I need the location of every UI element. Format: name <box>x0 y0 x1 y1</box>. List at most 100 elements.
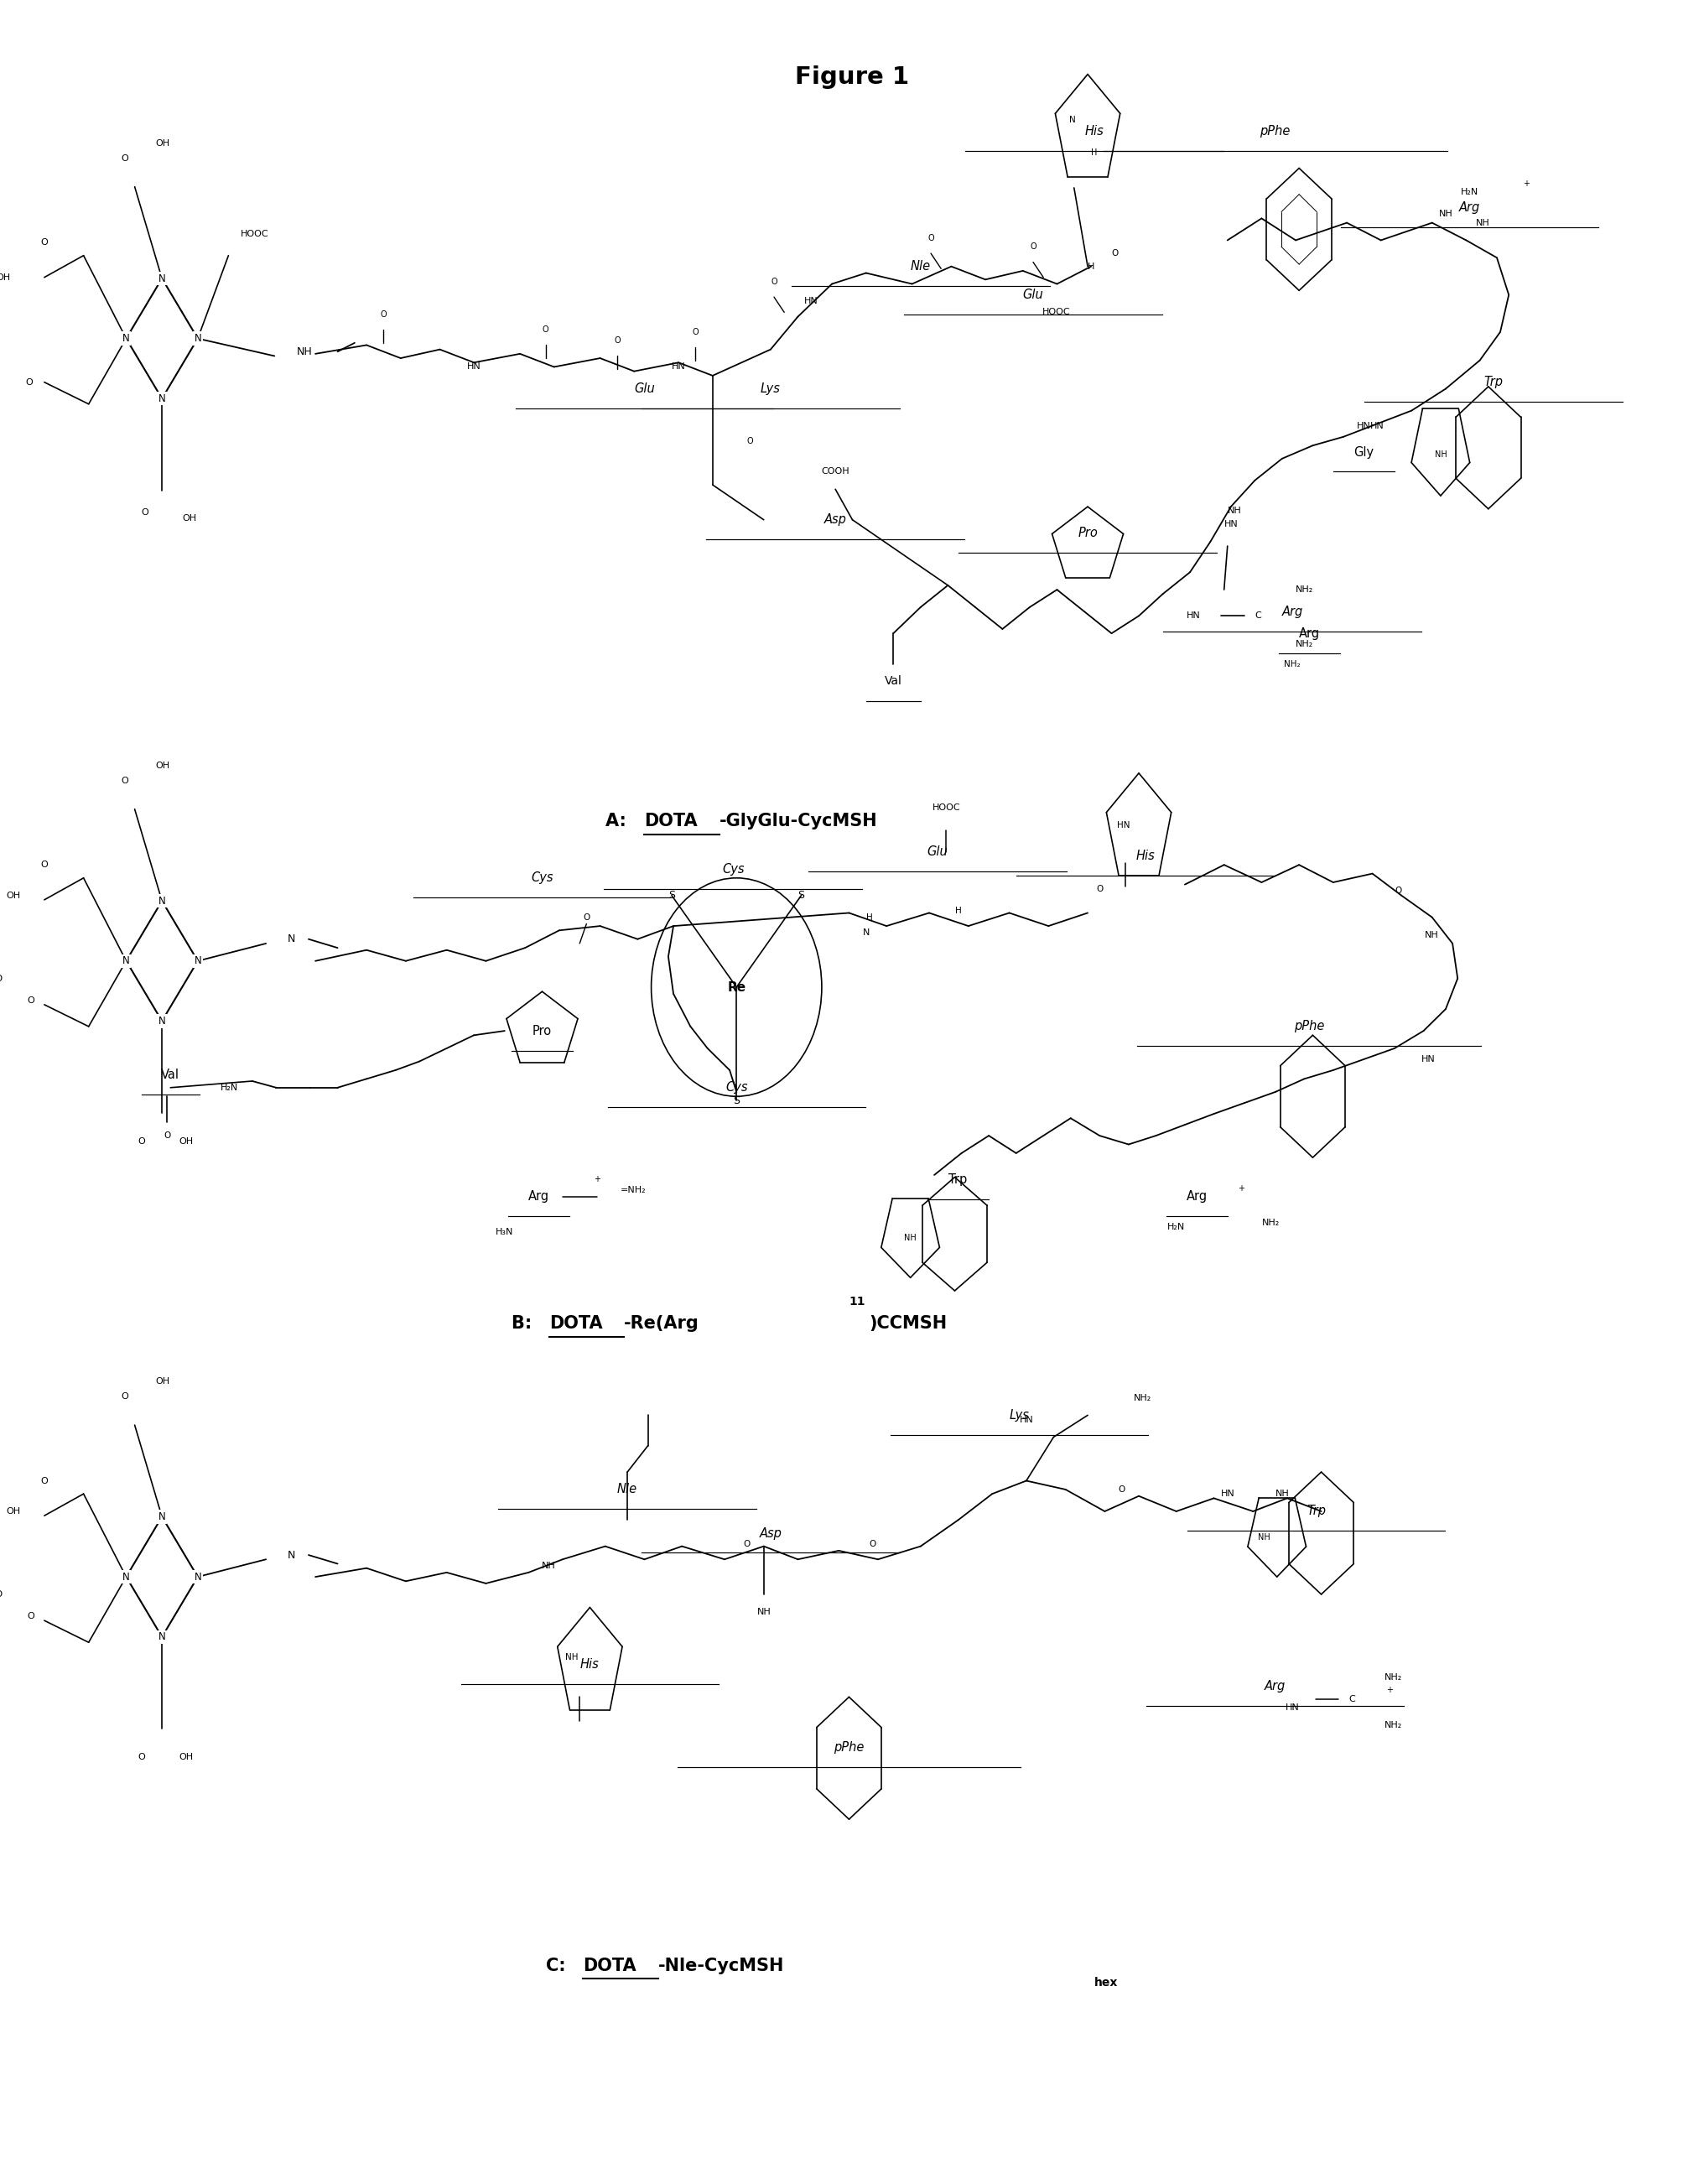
Text: NH₂: NH₂ <box>1283 660 1300 668</box>
Text: +: + <box>593 1175 600 1184</box>
Text: H: H <box>1091 149 1097 157</box>
Text: O: O <box>613 336 620 345</box>
Text: N: N <box>862 928 869 937</box>
Text: Asp: Asp <box>758 1527 782 1540</box>
Text: NH₂: NH₂ <box>1384 1721 1401 1730</box>
Text: DOTA: DOTA <box>583 1957 636 1974</box>
Text: O: O <box>927 234 934 242</box>
Text: N: N <box>123 957 130 965</box>
Text: N: N <box>158 1511 165 1522</box>
Text: -Re(Arg: -Re(Arg <box>624 1315 699 1332</box>
Text: O: O <box>1029 242 1036 251</box>
Text: O: O <box>692 328 699 336</box>
Text: NH: NH <box>903 1234 917 1243</box>
Text: HN: HN <box>1116 821 1130 830</box>
Text: H: H <box>866 913 872 922</box>
Text: Arg: Arg <box>528 1190 549 1203</box>
Text: H₃N: H₃N <box>496 1227 513 1236</box>
Text: O: O <box>41 1476 48 1485</box>
Text: NH: NH <box>1433 450 1447 459</box>
Text: 11: 11 <box>849 1295 866 1308</box>
Text: OH: OH <box>0 273 10 282</box>
Text: -GlyGlu-CycMSH: -GlyGlu-CycMSH <box>719 812 878 830</box>
Text: OH: OH <box>179 1754 193 1760</box>
Text: O: O <box>138 1754 145 1760</box>
Text: Cys: Cys <box>721 863 745 876</box>
Text: Arg: Arg <box>1459 201 1479 214</box>
Text: NH: NH <box>1275 1489 1288 1498</box>
Text: )CCMSH: )CCMSH <box>869 1315 947 1332</box>
Text: Arg: Arg <box>1186 1190 1206 1203</box>
Text: O: O <box>26 378 32 387</box>
Text: His: His <box>579 1658 600 1671</box>
Text: Val: Val <box>162 1068 179 1081</box>
Text: -Nle-CycMSH: -Nle-CycMSH <box>658 1957 784 1974</box>
Text: O: O <box>121 1393 128 1400</box>
Text: N: N <box>158 1016 165 1026</box>
Text: HN: HN <box>804 297 818 306</box>
Text: Glu: Glu <box>927 845 947 858</box>
Text: HN: HN <box>1223 520 1237 529</box>
Text: O: O <box>1394 887 1401 895</box>
Text: O: O <box>380 310 387 319</box>
Text: H₂N: H₂N <box>222 1083 239 1092</box>
Text: H₂N: H₂N <box>1460 188 1477 197</box>
Text: HN: HN <box>1186 612 1200 620</box>
Text: N: N <box>194 334 201 343</box>
Text: DOTA: DOTA <box>644 812 697 830</box>
Text: Pro: Pro <box>1077 526 1097 539</box>
Text: C:: C: <box>545 1957 571 1974</box>
Text: C: C <box>1348 1695 1355 1704</box>
Text: HOOC: HOOC <box>240 229 269 238</box>
Text: NH: NH <box>542 1562 556 1570</box>
Text: HN: HN <box>467 363 481 371</box>
Text: O: O <box>1118 1485 1125 1494</box>
Text: O: O <box>583 913 590 922</box>
Text: OH: OH <box>155 762 169 769</box>
Text: NH: NH <box>757 1607 770 1616</box>
Text: N: N <box>123 1572 130 1581</box>
Text: O: O <box>27 996 34 1005</box>
Text: HN: HN <box>1370 422 1384 430</box>
Text: H: H <box>1087 262 1094 271</box>
Text: OH: OH <box>155 1378 169 1385</box>
Text: His: His <box>1084 124 1104 138</box>
Text: N: N <box>158 895 165 906</box>
Text: Arg: Arg <box>1281 605 1302 618</box>
Text: pPhe: pPhe <box>1293 1020 1324 1033</box>
Text: O: O <box>770 277 777 286</box>
Text: NH: NH <box>564 1653 578 1662</box>
Text: Nle: Nle <box>617 1483 637 1496</box>
Text: HOOC: HOOC <box>932 804 959 812</box>
Text: HN: HN <box>1220 1489 1234 1498</box>
Text: Arg: Arg <box>1264 1679 1285 1693</box>
Text: OH: OH <box>7 1507 20 1516</box>
Text: DOTA: DOTA <box>549 1315 602 1332</box>
Text: N: N <box>158 273 165 284</box>
Text: Cys: Cys <box>530 871 554 885</box>
Text: OH: OH <box>179 1138 193 1144</box>
Text: H₂N: H₂N <box>1167 1223 1184 1232</box>
Text: A:: A: <box>605 812 632 830</box>
Text: NH₂: NH₂ <box>1261 1219 1278 1227</box>
Text: N: N <box>123 334 130 343</box>
Text: Re: Re <box>728 981 745 994</box>
Text: NH: NH <box>296 347 312 356</box>
Text: O: O <box>869 1540 876 1548</box>
Text: +: + <box>1385 1686 1392 1695</box>
Text: C: C <box>1254 612 1261 620</box>
Text: HOOC: HOOC <box>1041 308 1070 317</box>
Text: +: + <box>1237 1184 1244 1192</box>
Text: NH₂: NH₂ <box>1133 1393 1150 1402</box>
Text: HO: HO <box>0 974 3 983</box>
Text: NH₂: NH₂ <box>1295 585 1312 594</box>
Text: pPhe: pPhe <box>1259 124 1290 138</box>
Text: N: N <box>194 1572 201 1581</box>
Text: Figure 1: Figure 1 <box>796 66 908 90</box>
Text: N: N <box>158 393 165 404</box>
Text: +: + <box>1522 179 1528 188</box>
Text: O: O <box>141 509 148 515</box>
Text: Glu: Glu <box>1022 288 1043 301</box>
Text: OH: OH <box>7 891 20 900</box>
Text: O: O <box>138 1138 145 1144</box>
